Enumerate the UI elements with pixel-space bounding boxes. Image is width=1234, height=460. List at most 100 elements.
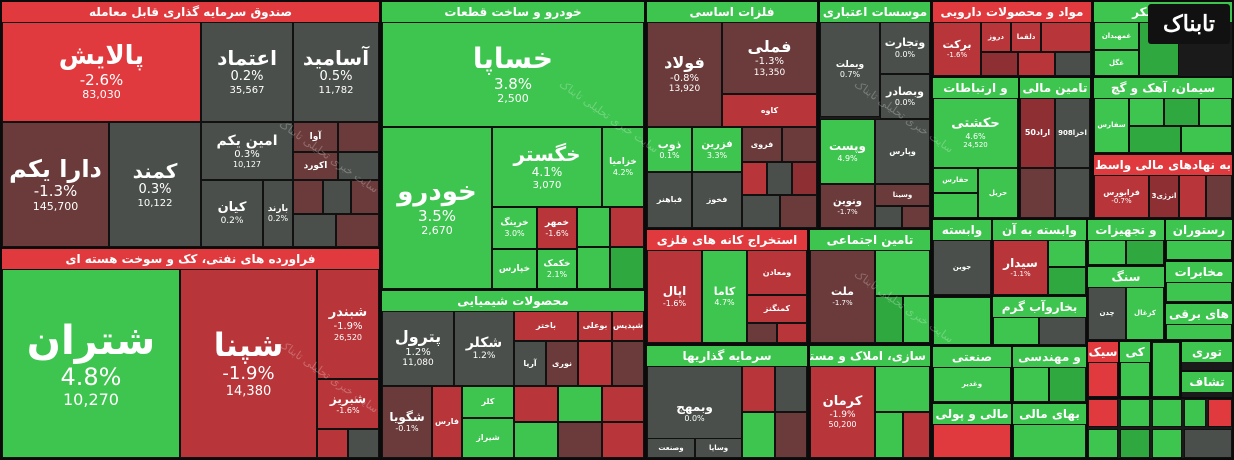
tile-small[interactable] [1018,52,1055,76]
tile-ava[interactable]: آوا [293,122,338,152]
tile-small[interactable] [767,162,792,195]
tile-small[interactable] [1184,399,1206,427]
tile-aminyekom[interactable]: امین یکم 0.3% 10,127 [201,122,293,180]
sector-header[interactable]: توری [1182,342,1232,362]
tile-small[interactable] [323,180,351,214]
tile-small[interactable] [903,412,930,458]
tile-small[interactable] [1184,429,1232,458]
tile-small[interactable] [317,429,348,458]
sector-header[interactable]: های برقی [1166,304,1232,324]
tile-vabsadar[interactable]: وبصادر 0.0% [880,74,930,119]
tile-vamaadan[interactable]: ومعادن [747,250,807,295]
tile-small[interactable] [1129,126,1181,153]
tile-melat[interactable]: ملت -1.7% [810,250,875,343]
tile-small[interactable] [348,429,379,458]
tile-small[interactable] [875,366,930,412]
sector-header[interactable]: رستوران [1166,220,1232,240]
tile-small[interactable] [1039,317,1086,345]
tile-small[interactable] [1166,324,1232,340]
tile-small[interactable] [1208,399,1232,427]
tile-small[interactable] [578,341,612,386]
tile-shepna[interactable]: شپنا -1.9% 14,380 [180,269,317,458]
tile-small[interactable] [1020,168,1055,218]
tile-small[interactable] [1049,367,1086,402]
tile-small[interactable] [602,386,644,422]
tile-bouali[interactable]: بوعلی [578,311,612,341]
tile-khmahr[interactable]: خمهر -1.6% [537,207,577,249]
sector-header[interactable]: و تجهیزات [1088,220,1164,240]
tile-small[interactable] [981,52,1018,76]
tile-small[interactable] [338,152,379,180]
tile-seeydar[interactable]: سیدار -1.1% [993,240,1048,295]
tile-haril[interactable]: حریل [978,168,1018,218]
sector-header[interactable]: سنگ [1088,267,1164,287]
tile-small[interactable] [1179,175,1206,218]
tile-khakmak[interactable]: خکمک 2.1% [537,249,577,289]
sector-header[interactable]: مخابرات [1166,262,1232,282]
tile-vepars[interactable]: وپارس [875,119,930,184]
tile-small[interactable] [1120,362,1150,397]
tile-vatejarat[interactable]: وتجارت 0.0% [880,22,930,74]
tile-akhaber908[interactable]: اخزا908 [1055,98,1090,168]
tile-small[interactable] [775,366,807,412]
tile-small[interactable] [610,207,644,247]
tile-small[interactable] [1088,362,1118,397]
tile-fars[interactable]: فارس [432,386,462,458]
sector-header[interactable]: وابسته به آن [993,220,1086,240]
tile-small[interactable] [514,386,558,422]
tile-small[interactable] [1166,282,1232,302]
tile-small[interactable] [875,206,902,228]
tile-small[interactable] [777,323,807,343]
tile-kamand[interactable]: کمند 0.3% 10,122 [109,122,201,247]
sector-header[interactable]: سرمایه گذاریها [647,346,807,366]
tile-kave[interactable]: کاوه [722,94,817,127]
tile-small[interactable] [514,422,558,458]
tile-small[interactable] [780,195,817,228]
tile-zob[interactable]: ذوب 0.1% [647,127,692,172]
tile-small[interactable] [1048,240,1086,267]
sector-header[interactable]: سیک [1088,342,1118,362]
tile-small[interactable] [558,386,602,422]
tile-small[interactable] [742,412,775,458]
tile-noori[interactable]: نوری [546,341,578,386]
tile-small[interactable] [1120,429,1150,458]
tile-faraboors[interactable]: فرابورس -0.7% [1094,175,1149,218]
tile-arya[interactable]: آریا [514,341,546,386]
tile-small[interactable] [933,424,1011,458]
tile-kerman[interactable]: کرمان -1.9% 50,200 [810,366,875,458]
sector-header[interactable]: بهای مالی [1013,404,1086,424]
tile-khzamia[interactable]: خزامیا 4.2% [602,127,644,207]
sector-header[interactable]: تامین اجتماعی [810,230,930,250]
sector-header[interactable]: صنعتی [933,347,1011,367]
tile-small[interactable] [742,366,775,412]
tile-khgostar[interactable]: خگستر 4.1% 3,070 [492,127,602,207]
tile-safaron[interactable]: سفارس [1094,98,1129,153]
tile-small[interactable] [742,195,780,228]
tile-small[interactable] [558,422,602,458]
tile-small[interactable] [775,412,807,458]
tile-small[interactable] [610,247,644,289]
sector-header[interactable]: تشاف [1182,372,1232,392]
tile-small[interactable] [1152,429,1182,458]
tile-small[interactable] [1088,429,1118,458]
tile-kheparss[interactable]: خپارس [492,249,537,289]
tile-arad50[interactable]: اراد50 [1020,98,1055,168]
sector-header[interactable]: به نهادهای مالی واسط [1094,155,1232,175]
tile-small[interactable] [792,162,817,195]
tile-bakhtar[interactable]: باختر [514,311,578,341]
tile-small[interactable] [577,247,610,289]
tile-hafarsa[interactable]: حفارس [933,168,978,193]
tile-barkat[interactable]: برکت -1.6% [933,22,981,76]
sector-header[interactable]: بخاروآب گرم [993,297,1086,317]
tile-ghamehr[interactable]: غمهبدان [1094,22,1139,50]
tile-kian[interactable]: کیان 0.2% [201,180,263,247]
sector-header[interactable]: فلزات اساسی [647,2,817,22]
tile-small[interactable] [933,193,978,218]
tile-small[interactable] [1055,168,1090,218]
tile-fabahonar[interactable]: فباهنر [647,172,692,228]
sector-header[interactable]: تامین مالی [1020,78,1090,98]
tile-small[interactable] [293,180,323,214]
tile-barod[interactable]: بارند 0.2% [263,180,293,247]
tile-kamanz[interactable]: کمنگنز [747,295,807,323]
tile-dara[interactable]: دارا یکم -1.3% 145,700 [2,122,109,247]
